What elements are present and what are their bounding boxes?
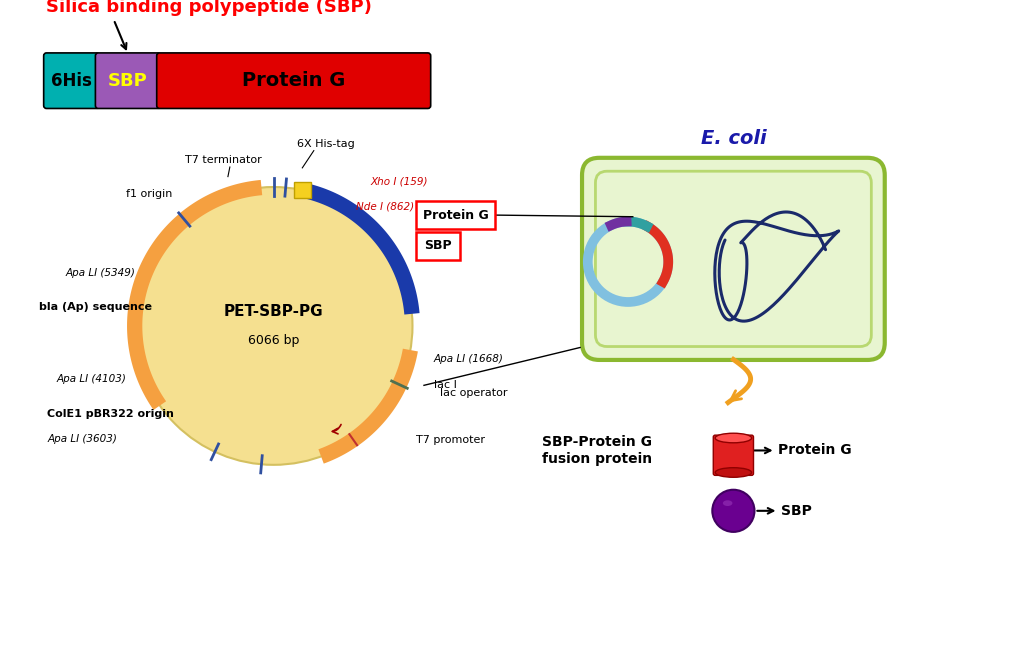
- Text: lac operator: lac operator: [440, 388, 508, 398]
- Text: E. coli: E. coli: [700, 129, 766, 149]
- Text: bla (Ap) sequence: bla (Ap) sequence: [39, 302, 152, 312]
- Circle shape: [135, 187, 413, 465]
- Ellipse shape: [723, 500, 733, 506]
- Text: Nde I (862): Nde I (862): [356, 201, 414, 211]
- Ellipse shape: [715, 468, 751, 478]
- Text: T7 promoter: T7 promoter: [416, 435, 485, 445]
- Text: SBP: SBP: [424, 239, 452, 252]
- Text: Protein G: Protein G: [423, 208, 489, 222]
- Ellipse shape: [715, 433, 751, 443]
- Text: SBP: SBP: [108, 72, 148, 90]
- FancyBboxPatch shape: [713, 435, 753, 476]
- Text: Silica binding polypeptide (SBP): Silica binding polypeptide (SBP): [46, 0, 372, 15]
- Text: Xho I (159): Xho I (159): [371, 176, 428, 186]
- Text: lac I: lac I: [433, 380, 457, 390]
- FancyBboxPatch shape: [156, 53, 430, 109]
- Text: PET-SBP-PG: PET-SBP-PG: [224, 304, 323, 319]
- FancyBboxPatch shape: [583, 158, 885, 360]
- Text: T7 terminator: T7 terminator: [185, 155, 262, 165]
- Text: f1 origin: f1 origin: [126, 189, 172, 199]
- Text: 6His: 6His: [51, 72, 92, 90]
- Text: Apa LI (3603): Apa LI (3603): [47, 434, 117, 444]
- FancyBboxPatch shape: [44, 53, 99, 109]
- Text: SBP-Protein G
fusion protein: SBP-Protein G fusion protein: [542, 436, 652, 466]
- Text: Protein G: Protein G: [779, 444, 852, 458]
- FancyBboxPatch shape: [95, 53, 160, 109]
- Text: Protein G: Protein G: [242, 71, 345, 90]
- Text: ColE1 pBR322 origin: ColE1 pBR322 origin: [47, 409, 174, 419]
- Text: SBP: SBP: [781, 503, 812, 517]
- Text: 6X His-tag: 6X His-tag: [297, 139, 355, 149]
- FancyBboxPatch shape: [416, 201, 495, 229]
- FancyBboxPatch shape: [416, 232, 460, 260]
- Text: Apa LI (5349): Apa LI (5349): [65, 268, 136, 278]
- Text: Apa LI (4103): Apa LI (4103): [56, 374, 126, 384]
- Text: 6066 bp: 6066 bp: [248, 334, 299, 347]
- Circle shape: [712, 490, 754, 532]
- Text: Apa LI (1668): Apa LI (1668): [433, 354, 504, 364]
